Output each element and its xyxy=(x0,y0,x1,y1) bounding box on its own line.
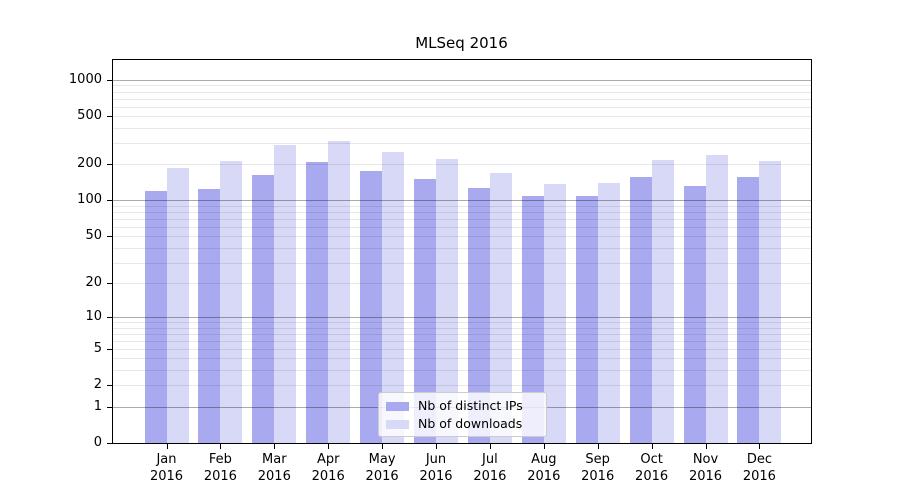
y-tick-mark xyxy=(107,200,112,201)
chart-title: MLSeq 2016 xyxy=(415,34,508,52)
y-tick-label: 10 xyxy=(85,308,102,324)
y-tick-label: 1 xyxy=(93,398,102,414)
bar-jan-distinct-ips xyxy=(144,190,167,443)
x-tick-mark xyxy=(544,444,545,449)
bar-jun-distinct-ips xyxy=(414,178,436,443)
y-tick-label: 100 xyxy=(77,192,102,208)
legend-row-distinct-ips: Nb of distinct IPs xyxy=(379,397,546,415)
bar-apr-distinct-ips xyxy=(306,162,329,443)
x-tick-label-jun: Jun 2016 xyxy=(419,452,453,484)
bar-jan-downloads xyxy=(166,167,189,443)
y-tick-mark xyxy=(107,349,112,350)
y-tick-mark xyxy=(107,407,112,408)
y-tick-label: 500 xyxy=(77,108,102,124)
x-tick-mark xyxy=(274,444,275,449)
x-tick-label-sep: Sep 2016 xyxy=(581,452,615,484)
x-tick-mark xyxy=(382,444,383,449)
y-tick-label: 5 xyxy=(93,340,102,356)
bar-sep-distinct-ips xyxy=(575,195,598,443)
x-tick-mark xyxy=(167,444,168,449)
y-tick-mark xyxy=(107,283,112,284)
bar-jul-downloads xyxy=(489,172,512,443)
y-tick-mark xyxy=(107,236,112,237)
x-tick-label-may: May 2016 xyxy=(365,452,399,484)
bar-dec-distinct-ips xyxy=(737,176,760,443)
x-tick-label-nov: Nov 2016 xyxy=(688,452,723,484)
x-tick-label-feb: Feb 2016 xyxy=(203,452,237,484)
y-tick-mark xyxy=(107,385,112,386)
bar-dec-downloads xyxy=(759,160,782,443)
bar-sep-downloads xyxy=(597,182,620,443)
bar-feb-distinct-ips xyxy=(198,188,221,443)
x-tick-label-apr: Apr 2016 xyxy=(311,452,345,484)
x-tick-label-jul: Jul 2016 xyxy=(473,452,507,484)
x-tick-mark xyxy=(220,444,221,449)
bar-may-distinct-ips xyxy=(360,170,383,443)
y-tick-label: 20 xyxy=(85,275,102,290)
legend-swatch-downloads-icon xyxy=(386,419,409,429)
x-tick-mark xyxy=(436,444,437,449)
bar-oct-downloads xyxy=(651,159,674,443)
bar-mar-distinct-ips xyxy=(252,175,275,443)
y-tick-mark xyxy=(107,80,112,81)
x-tick-label-mar: Mar 2016 xyxy=(257,452,291,484)
y-tick-mark xyxy=(107,317,112,318)
bar-oct-distinct-ips xyxy=(629,176,652,443)
legend-row-downloads: Nb of downloads xyxy=(379,415,546,433)
x-tick-mark xyxy=(652,444,653,449)
bar-aug-distinct-ips xyxy=(521,195,544,443)
bar-apr-downloads xyxy=(328,140,351,443)
plot-area xyxy=(112,59,812,444)
x-tick-label-aug: Aug 2016 xyxy=(527,452,561,484)
legend-label-downloads: Nb of downloads xyxy=(418,416,523,431)
y-tick-label: 1000 xyxy=(68,71,102,87)
bar-feb-downloads xyxy=(220,160,243,443)
bar-nov-downloads xyxy=(705,155,728,443)
bars-layer xyxy=(113,60,811,443)
bar-jun-downloads xyxy=(436,159,458,443)
legend: Nb of distinct IPs Nb of downloads xyxy=(378,392,547,437)
bar-nov-distinct-ips xyxy=(683,185,706,443)
y-tick-mark xyxy=(107,164,112,165)
bar-jul-distinct-ips xyxy=(467,188,490,443)
x-tick-mark xyxy=(759,444,760,449)
y-tick-mark xyxy=(107,443,112,444)
y-tick-mark xyxy=(107,116,112,117)
x-tick-label-oct: Oct 2016 xyxy=(635,452,669,484)
x-tick-mark xyxy=(706,444,707,449)
y-tick-label: 2 xyxy=(93,377,102,393)
x-tick-label-dec: Dec 2016 xyxy=(742,452,776,484)
y-tick-label: 50 xyxy=(85,228,102,244)
x-tick-mark xyxy=(328,444,329,449)
y-tick-label: 200 xyxy=(77,156,102,172)
y-tick-label: 0 xyxy=(93,435,102,450)
x-tick-label-jan: Jan 2016 xyxy=(149,452,184,484)
bar-aug-downloads xyxy=(543,184,566,443)
legend-swatch-distinct-ips-icon xyxy=(386,401,409,411)
bar-mar-downloads xyxy=(274,145,297,443)
legend-label-distinct-ips: Nb of distinct IPs xyxy=(418,398,523,413)
x-tick-mark xyxy=(598,444,599,449)
x-tick-mark xyxy=(490,444,491,449)
